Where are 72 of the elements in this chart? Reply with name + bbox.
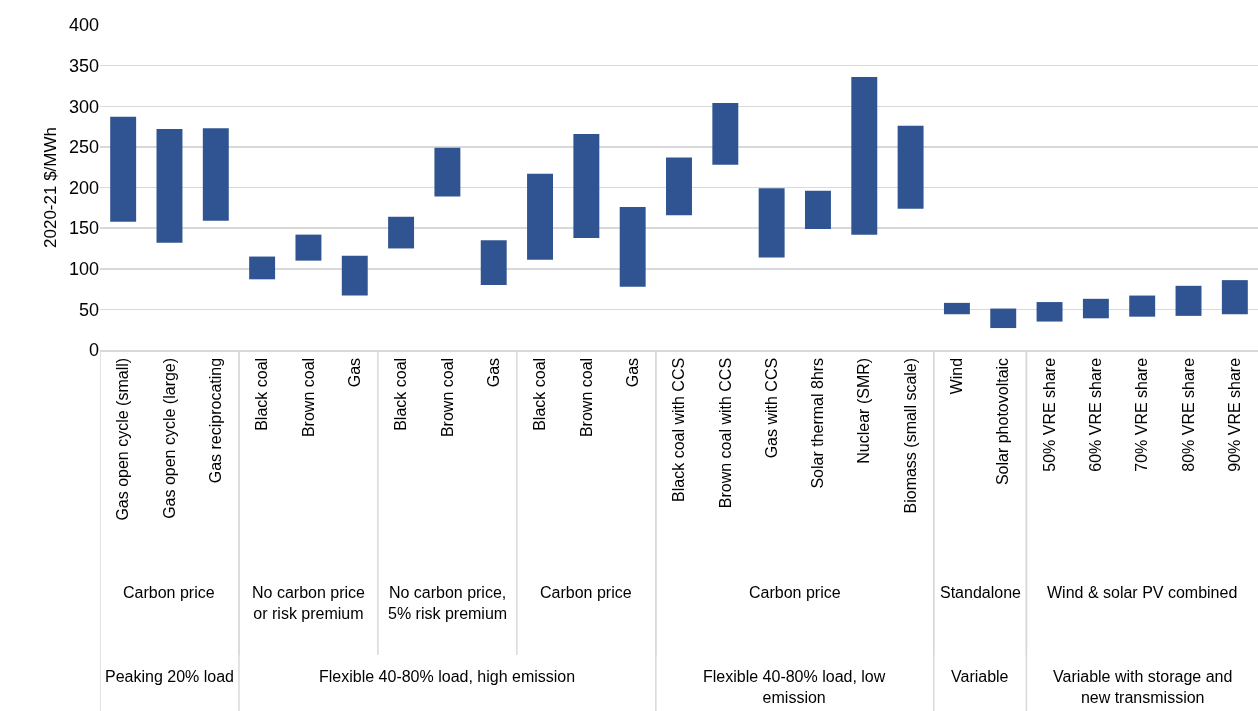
x-tick-label: Solar photovoltaic xyxy=(994,357,1012,486)
text: Variable with storage and new transmission xyxy=(1053,668,1233,706)
text: Flexible 40-80% load, high emission xyxy=(319,668,576,685)
x-tick-label: Brown coal xyxy=(438,357,456,438)
x-tick-label: Gas with CCS xyxy=(762,357,780,459)
x-tick-label: Brown coal with CCS xyxy=(716,357,734,509)
bar xyxy=(110,116,137,222)
x-tick-label: Nuclear (SMR) xyxy=(855,357,873,464)
text: Carbon price xyxy=(540,584,632,601)
y-tick-label: 350 xyxy=(68,55,99,76)
x-tick-label: Gas open cycle (large) xyxy=(160,357,178,519)
bar xyxy=(156,129,183,243)
bar xyxy=(573,133,600,238)
x-tick-label: Black coal xyxy=(253,357,271,431)
bar xyxy=(758,188,785,258)
bar xyxy=(897,125,924,209)
y-tick-label: 400 xyxy=(68,15,99,36)
text: Wind & solar PV combined xyxy=(1047,584,1238,601)
x-tick-label: Wind xyxy=(948,357,966,395)
y-axis-title: 2020-21 $/MWh xyxy=(40,127,60,248)
bar xyxy=(1082,298,1109,319)
text: Carbon price xyxy=(123,584,215,601)
bar xyxy=(943,302,970,315)
bar xyxy=(990,308,1017,329)
x-tick-label: Black coal xyxy=(392,357,410,431)
x-tick-label: 70% VRE share xyxy=(1133,357,1151,472)
bar xyxy=(1129,295,1156,317)
bar xyxy=(804,190,831,229)
bar xyxy=(480,240,507,285)
y-tick-label: 100 xyxy=(68,259,99,280)
y-tick-label: 150 xyxy=(68,218,99,239)
bar xyxy=(619,207,646,287)
x-tick-label: Gas xyxy=(345,357,363,388)
bar xyxy=(666,157,692,216)
y-tick-label: 50 xyxy=(78,299,99,320)
bar xyxy=(1175,285,1202,316)
bar xyxy=(527,173,554,260)
bar xyxy=(341,255,368,296)
text: Flexible 40-80% load, low emission xyxy=(703,668,886,706)
x-tick-label: 50% VRE share xyxy=(1040,357,1058,472)
x-tick-label: 90% VRE share xyxy=(1226,357,1244,472)
bar xyxy=(712,103,739,165)
y-tick-label: 200 xyxy=(68,177,99,198)
bar xyxy=(1036,302,1063,322)
bar xyxy=(295,234,322,261)
y-tick-label: 0 xyxy=(88,340,99,361)
x-tick-label: Gas open cycle (small) xyxy=(114,357,132,521)
text: Peaking 20% load xyxy=(105,668,234,685)
x-tick-label: Gas xyxy=(623,357,641,388)
text: No carbon price, 5% risk premium xyxy=(388,584,508,622)
bar xyxy=(851,77,878,235)
text: Standalone xyxy=(940,584,1022,601)
y-tick-label: 300 xyxy=(68,96,99,117)
x-tick-label: Black coal with CCS xyxy=(670,357,688,502)
x-tick-label: Brown coal xyxy=(577,357,595,438)
x-tick-label: Black coal xyxy=(531,357,549,431)
bar xyxy=(202,128,229,221)
bar xyxy=(434,147,461,197)
y-tick-label: 250 xyxy=(68,137,99,158)
text: No carbon price or risk premium xyxy=(252,584,366,622)
x-tick-label: Biomass (small scale) xyxy=(901,357,919,514)
bar xyxy=(249,256,276,280)
bar xyxy=(388,216,415,249)
x-tick-label: Brown coal xyxy=(299,357,317,438)
text: Variable xyxy=(951,668,1009,685)
x-tick-label: Gas reciprocating xyxy=(207,357,224,484)
text: Carbon price xyxy=(749,584,841,601)
x-tick-label: 60% VRE share xyxy=(1087,357,1105,472)
x-tick-label: Gas xyxy=(484,357,502,388)
x-tick-label: Solar thermal 8hrs xyxy=(809,357,827,489)
bar xyxy=(1221,280,1248,315)
x-tick-label: 80% VRE share xyxy=(1179,357,1197,472)
